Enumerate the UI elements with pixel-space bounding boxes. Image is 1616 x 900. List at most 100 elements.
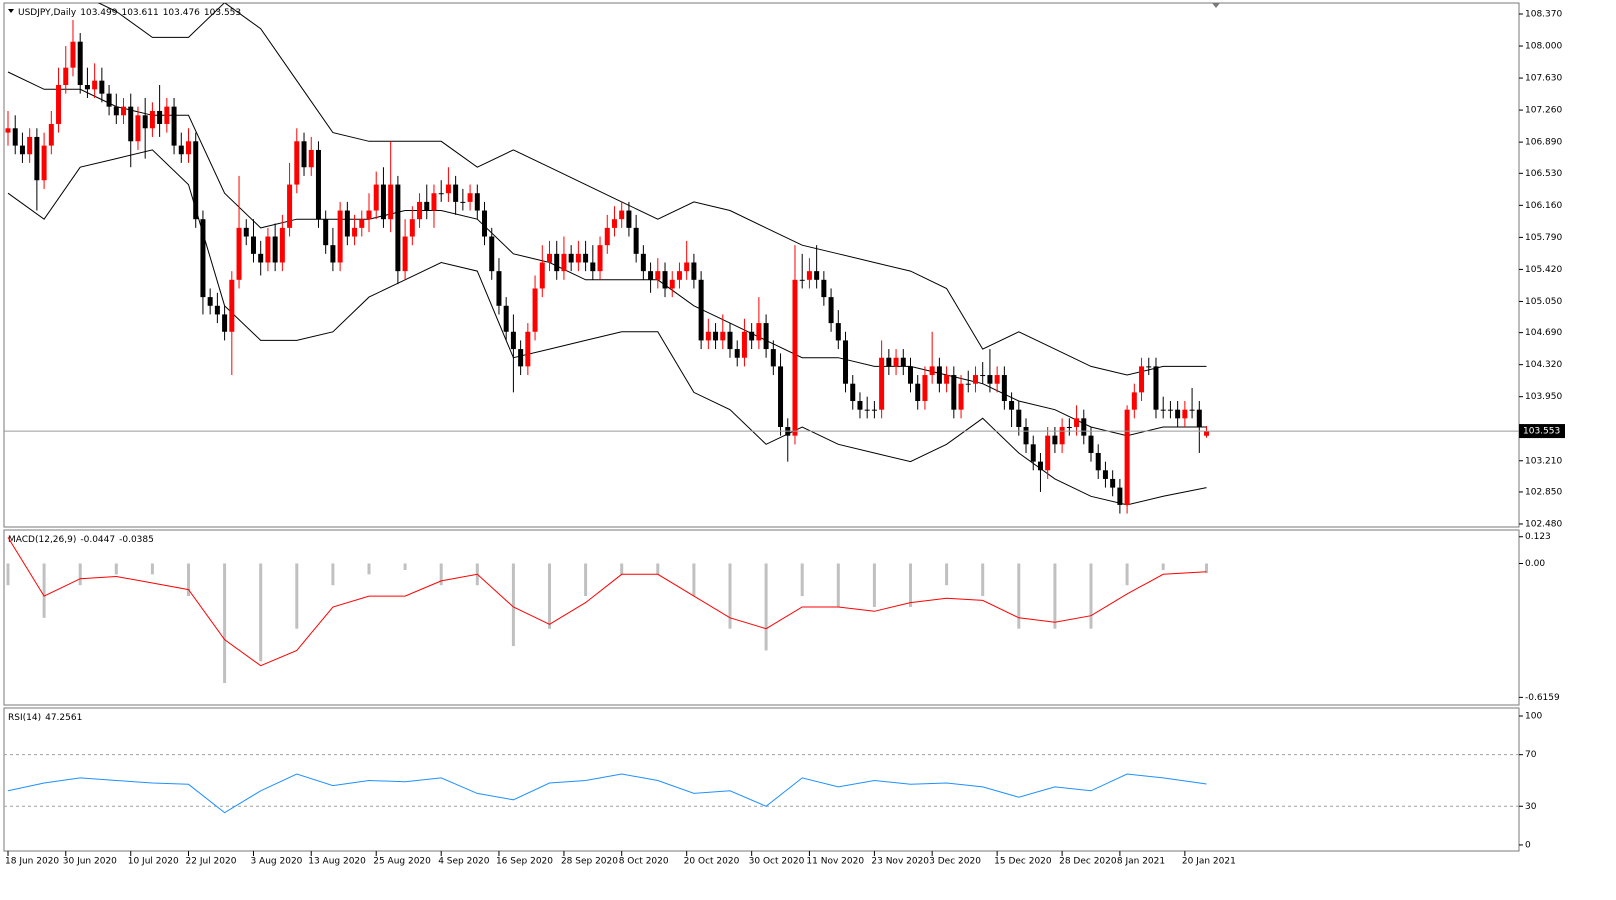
candle-body	[1045, 435, 1051, 471]
candle-body	[799, 279, 805, 281]
macd-bar	[1161, 563, 1165, 570]
macd-bar	[114, 563, 118, 575]
candle-body	[121, 106, 127, 116]
candle-body	[1124, 409, 1130, 505]
candle-body	[207, 297, 213, 306]
macd-bar	[656, 563, 660, 575]
candle-body	[243, 227, 249, 237]
candle-body	[886, 357, 892, 367]
candle-body	[539, 262, 545, 289]
candle-body	[164, 106, 170, 124]
candle-body	[655, 271, 661, 280]
macd-bar	[728, 563, 732, 629]
rsi-panel	[3, 707, 1520, 852]
candle-body	[467, 193, 473, 202]
candle-body	[1146, 366, 1152, 368]
plot-area	[7, 773, 1207, 814]
y-tick-label: 107.630	[1525, 74, 1562, 84]
candle-body	[294, 141, 300, 185]
main-header: USDJPY,Daily 103.499 103.611 103.476 103.553	[18, 8, 241, 18]
candle-body	[1167, 409, 1173, 411]
candle-body	[1066, 426, 1072, 428]
candle-body	[70, 41, 76, 68]
y-tick-label: 105.420	[1525, 265, 1562, 275]
candle-body	[1001, 375, 1007, 402]
candle-body	[1030, 444, 1036, 462]
x-tick-label: 22 Jul 2020	[186, 857, 237, 867]
candle-body	[453, 184, 459, 202]
plot-area	[5, 3, 1210, 514]
candle-body	[431, 193, 437, 211]
candle-body	[1088, 435, 1094, 453]
candle-body	[373, 184, 379, 211]
menu-arrow[interactable]	[8, 9, 14, 13]
candle-body	[474, 193, 480, 211]
candle-body	[438, 193, 444, 195]
candle-body	[575, 253, 581, 263]
candle-body	[792, 279, 798, 436]
bollinger-upper	[97, 3, 1207, 376]
candle-body	[135, 115, 141, 142]
candle-body	[691, 262, 697, 280]
candle-body	[965, 383, 971, 385]
candle-body	[525, 331, 531, 367]
macd-bar	[1205, 563, 1209, 574]
macd-bar	[836, 563, 840, 607]
x-tick-label: 15 Dec 2020	[994, 857, 1052, 867]
candle-body	[142, 115, 148, 129]
y-tick-label: 105.790	[1525, 233, 1562, 243]
candle-body	[77, 41, 83, 85]
candle-body	[301, 141, 307, 168]
macd-bar	[187, 563, 190, 597]
price-label-bg	[1519, 424, 1565, 439]
candle-body	[344, 210, 350, 237]
y-tick-label: 106.530	[1525, 169, 1562, 179]
y-tick-label: 108.000	[1525, 42, 1562, 52]
x-tick-label: 3 Dec 2020	[929, 857, 981, 867]
candle-body	[1052, 435, 1058, 445]
macd-bar	[331, 563, 335, 586]
y-tick-label: 103.950	[1525, 392, 1562, 402]
y-tick-label: 30	[1525, 802, 1537, 812]
candle-body	[1074, 418, 1080, 427]
candle-body	[980, 375, 986, 377]
candle-body	[929, 366, 935, 376]
bollinger-lower	[7, 149, 1207, 506]
rsi-line	[7, 773, 1207, 814]
candle-body	[597, 245, 603, 272]
candle-body	[1009, 401, 1015, 410]
macd-bar	[295, 563, 299, 629]
candle-body	[48, 123, 54, 146]
macd-bar	[981, 563, 985, 597]
candle-body	[84, 84, 90, 90]
x-tick-label: 8 Jan 2021	[1117, 857, 1165, 867]
candle-body	[814, 271, 820, 280]
x-tick-label: 4 Sep 2020	[438, 857, 490, 867]
candle-body	[972, 375, 978, 384]
candle-body	[128, 106, 134, 142]
candle-body	[460, 201, 466, 203]
candle-body	[1102, 470, 1108, 479]
x-tick-label: 20 Jan 2021	[1182, 857, 1236, 867]
macd-bar	[945, 563, 949, 586]
y-tick-label: 105.050	[1525, 297, 1562, 307]
candle-body	[547, 253, 552, 263]
macd-bar	[584, 563, 588, 597]
candle-body	[19, 145, 25, 155]
candle-body	[1023, 426, 1029, 445]
candle-body	[489, 236, 495, 272]
candle-body	[778, 366, 784, 427]
y-tick-label: 70	[1525, 750, 1537, 760]
candle-body	[568, 253, 574, 263]
candle-body	[698, 279, 704, 341]
candle-body	[258, 253, 264, 263]
candle-body	[611, 219, 617, 228]
candle-body	[445, 184, 451, 194]
macd-bar	[6, 563, 10, 586]
candle-body	[359, 219, 365, 228]
y-tick-label: 102.480	[1525, 519, 1562, 529]
candle-body	[604, 227, 610, 246]
macd-bar	[511, 563, 515, 647]
macd-header: MACD(12,26,9) -0.0447 -0.0385	[8, 535, 154, 545]
last-low: 103.476	[163, 8, 200, 18]
